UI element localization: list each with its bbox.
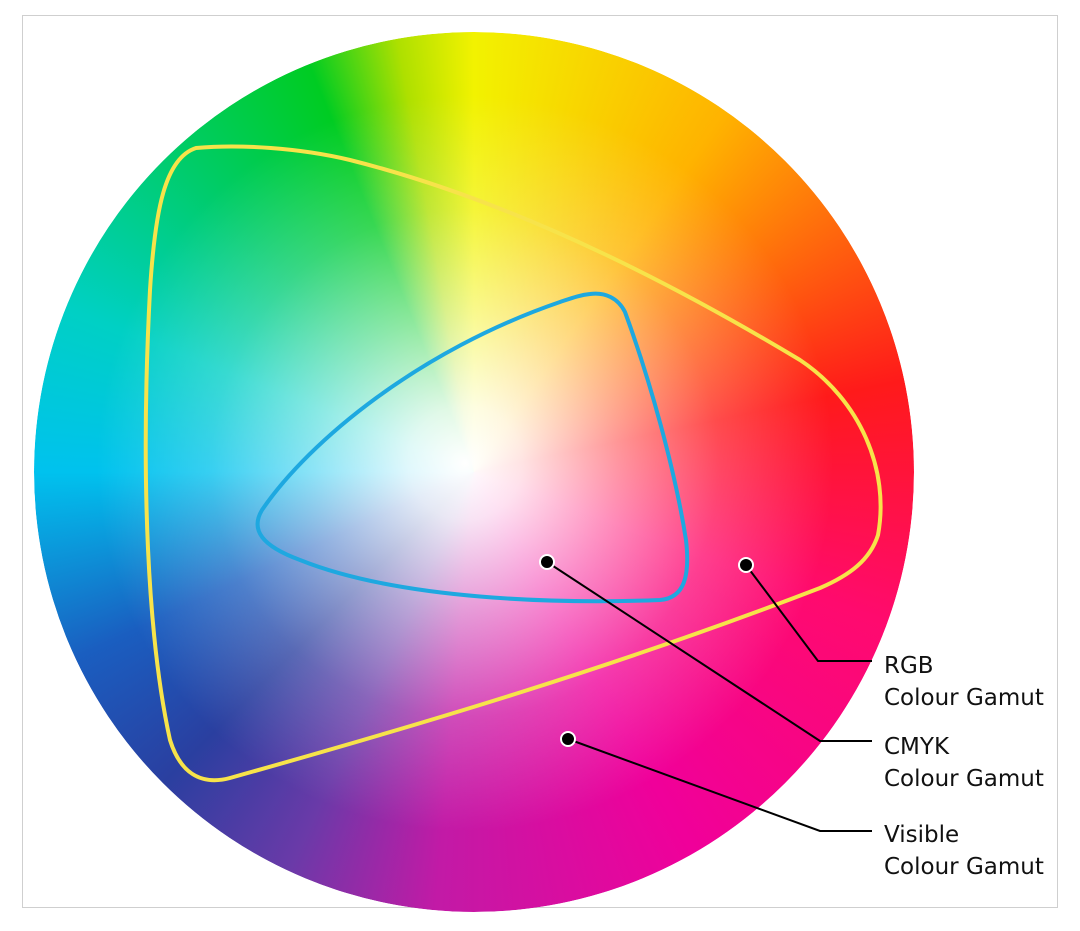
cmyk-leader-line (546, 561, 872, 742)
visible-leader-line (567, 738, 872, 832)
rgb-label-line1: RGB (884, 653, 934, 679)
visible-marker-dot (560, 731, 576, 747)
cmyk-label-line2: Colour Gamut (884, 766, 1044, 792)
rgb-marker-dot (738, 557, 754, 573)
cmyk-label-line1: CMYK (884, 734, 950, 760)
cmyk-gamut-label: CMYK Colour Gamut (884, 731, 1044, 795)
cmyk-marker-dot (539, 554, 555, 570)
visible-label-line2: Colour Gamut (884, 854, 1044, 880)
rgb-leader-line (745, 564, 872, 662)
rgb-gamut-label: RGB Colour Gamut (884, 650, 1044, 714)
visible-label-line1: Visible (884, 822, 960, 848)
cmyk-gamut-outline (255, 291, 690, 604)
rgb-label-line2: Colour Gamut (884, 685, 1044, 711)
rgb-gamut-outline (143, 144, 883, 783)
visible-gamut-label: Visible Colour Gamut (884, 819, 1044, 883)
